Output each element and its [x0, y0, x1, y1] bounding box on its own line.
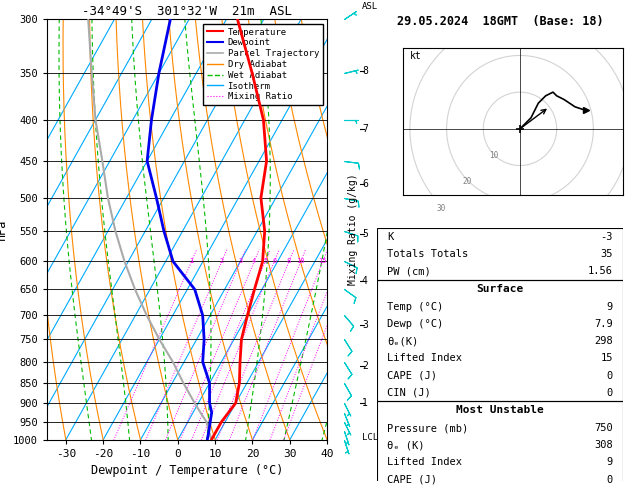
Text: 7.9: 7.9	[594, 319, 613, 329]
Text: 0: 0	[606, 388, 613, 398]
Text: 6: 6	[362, 178, 368, 189]
Text: Lifted Index: Lifted Index	[387, 353, 462, 364]
Bar	[377, 401, 623, 486]
Text: 2: 2	[220, 259, 224, 264]
Text: 7: 7	[362, 123, 368, 134]
Text: 3: 3	[362, 320, 368, 330]
Text: Lifted Index: Lifted Index	[387, 457, 462, 468]
X-axis label: Dewpoint / Temperature (°C): Dewpoint / Temperature (°C)	[91, 465, 283, 477]
Text: 750: 750	[594, 423, 613, 433]
Text: 29.05.2024  18GMT  (Base: 18): 29.05.2024 18GMT (Base: 18)	[397, 15, 603, 28]
Text: 8: 8	[287, 259, 291, 264]
Text: K: K	[387, 232, 394, 242]
Text: 1: 1	[362, 398, 368, 408]
Text: 308: 308	[594, 440, 613, 450]
Legend: Temperature, Dewpoint, Parcel Trajectory, Dry Adiabat, Wet Adiabat, Isotherm, Mi: Temperature, Dewpoint, Parcel Trajectory…	[203, 24, 323, 105]
Text: θₑ (K): θₑ (K)	[387, 440, 425, 450]
Text: 10: 10	[296, 259, 305, 264]
Text: 4: 4	[362, 276, 368, 286]
Text: kt: kt	[410, 51, 421, 61]
Title: -34°49'S  301°32'W  21m  ASL: -34°49'S 301°32'W 21m ASL	[82, 5, 292, 18]
Text: LCL: LCL	[362, 433, 378, 442]
Text: 3: 3	[238, 259, 243, 264]
Text: Most Unstable: Most Unstable	[456, 405, 544, 416]
Text: Dewp (°C): Dewp (°C)	[387, 319, 443, 329]
Text: 0: 0	[606, 475, 613, 485]
Bar	[377, 280, 623, 401]
Text: 20: 20	[462, 177, 472, 186]
Text: 298: 298	[594, 336, 613, 346]
Text: 15: 15	[601, 353, 613, 364]
Text: 4: 4	[252, 259, 256, 264]
Text: θₑ(K): θₑ(K)	[387, 336, 418, 346]
Text: Temp (°C): Temp (°C)	[387, 302, 443, 312]
Text: Pressure (mb): Pressure (mb)	[387, 423, 469, 433]
Text: 6: 6	[272, 259, 276, 264]
Text: 1.56: 1.56	[588, 266, 613, 277]
Text: 0: 0	[606, 370, 613, 381]
Text: CIN (J): CIN (J)	[387, 388, 431, 398]
Text: 35: 35	[601, 249, 613, 259]
Text: km
ASL: km ASL	[362, 0, 378, 11]
Text: 1: 1	[189, 259, 194, 264]
Text: 9: 9	[606, 302, 613, 312]
Text: CAPE (J): CAPE (J)	[387, 475, 437, 485]
Text: 8: 8	[362, 66, 368, 76]
Text: 2: 2	[362, 361, 368, 371]
Bar	[377, 228, 623, 280]
Y-axis label: hPa: hPa	[0, 219, 8, 240]
Text: CAPE (J): CAPE (J)	[387, 370, 437, 381]
Text: 30: 30	[436, 204, 445, 212]
Text: 5: 5	[362, 229, 368, 239]
Text: 10: 10	[489, 151, 498, 160]
Text: Surface: Surface	[476, 284, 524, 294]
Text: 15: 15	[318, 259, 327, 264]
Text: 9: 9	[606, 457, 613, 468]
Text: Mixing Ratio (g/kg): Mixing Ratio (g/kg)	[348, 174, 357, 285]
Text: PW (cm): PW (cm)	[387, 266, 431, 277]
Text: Totals Totals: Totals Totals	[387, 249, 469, 259]
Text: 5: 5	[263, 259, 267, 264]
Text: -3: -3	[601, 232, 613, 242]
